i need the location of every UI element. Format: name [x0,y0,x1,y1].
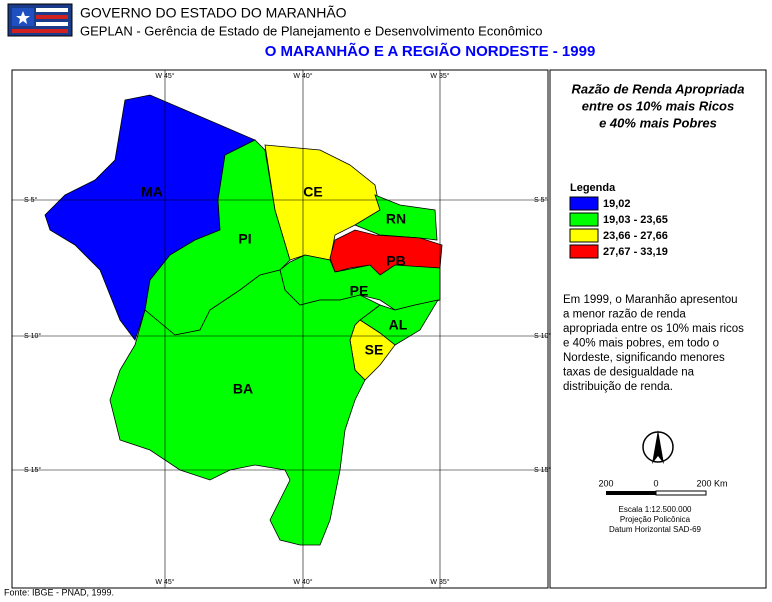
logo-star [16,11,30,24]
graticule-label: S 10° [534,332,551,340]
description-line: apropriada entre os 10% mais ricos [563,323,744,335]
logo-stripe [36,22,68,26]
legend-label: 19,02 [603,198,631,210]
state [109,269,381,546]
legend-swatch [569,228,599,243]
description-line: e 40% mais pobres, em todo o [563,338,719,350]
scale-label: 200 Km [696,478,727,488]
graticule-label: S 15° [24,466,41,474]
scale-segment [606,491,656,495]
graticule-label: W 35° [430,578,449,586]
legend-swatch [569,196,599,211]
legend-swatch [569,244,599,259]
state-label: AL [389,317,408,333]
north-needle [652,430,664,464]
source: Fonte: IBGE - PNAD, 1999. [4,587,114,597]
description-line: taxas de desigualdade na [563,367,695,379]
panel-title: e 40% mais Pobres [599,115,717,130]
state-label: RN [386,211,406,227]
state-label: PE [350,283,369,299]
panel-title: entre os 10% mais Ricos [582,98,734,113]
description-line: Em 1999, o Maranhão apresentou [563,294,738,306]
legend-label: 27,67 - 33,19 [603,246,668,258]
scale-note: Escala 1:12.500.000 [619,505,692,514]
graticule-label: S 5° [24,196,38,204]
scale-bar [606,490,707,496]
page-title: O MARANHÃO E A REGIÃO NORDESTE - 1999 [265,42,596,60]
state-label: PI [238,231,251,247]
graticule-label: W 45° [155,578,174,586]
legend-label: 23,66 - 27,66 [603,230,668,242]
graticule-label: S 10° [24,332,41,340]
map-frame [11,69,549,589]
department: GEPLAN - Gerência de Estado de Planejame… [80,23,542,38]
scale-note: Datum Horizontal SAD-69 [609,525,702,534]
description-line: Nordeste, significando menores [563,352,725,364]
legend-swatch [569,212,599,227]
logo [7,3,73,37]
org-name: GOVERNO DO ESTADO DO MARANHÃO [80,5,347,21]
legend-title: Legenda [570,182,616,194]
graticule-label: W 45° [155,72,174,80]
state-label: PB [386,253,405,269]
panel-title: Razão de Renda Apropriada [572,81,745,96]
logo-band [12,29,68,33]
panel-frame [549,69,767,589]
graticule-label: S 15° [534,466,551,474]
state-label: SE [365,342,384,358]
description-line: a menor razão de renda [563,309,686,321]
scale-segment [655,490,707,496]
scale-label: 0 [653,478,658,488]
logo-stripe [36,15,68,19]
logo-stripe [36,8,68,12]
state-label: CE [303,184,322,200]
state-label: MA [141,184,163,200]
graticule-label: W 35° [430,72,449,80]
description-line: distribuição de renda. [563,381,673,393]
north-arrow [642,430,674,464]
graticule-label: S 5° [534,196,548,204]
legend-label: 19,03 - 23,65 [603,214,668,226]
panel: Razão de Renda Apropriada entre os 10% ma… [563,81,744,534]
scale-label: 200 [598,478,613,488]
state-label: BA [233,381,253,397]
graticule-label: W 40° [293,578,312,586]
map: MA PI CE RN PB PE AL SE BA W 45° W 45° W 40° W 40° W … [12,70,551,588]
state [264,144,381,261]
scale-note: Projeção Policônica [620,515,691,524]
graticule-label: W 40° [293,72,312,80]
